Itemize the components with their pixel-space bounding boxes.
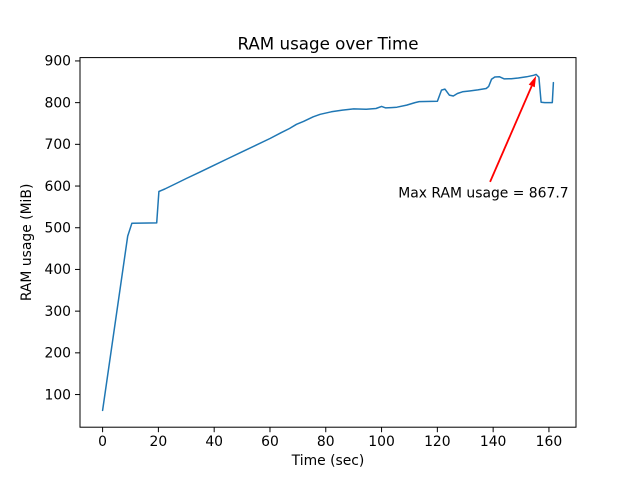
ram-usage-line-group	[101, 73, 555, 412]
y-tick-label: 700	[44, 137, 71, 153]
x-tick-label: 160	[536, 434, 563, 450]
y-ticks: 100 200 300 400 500 600 700 800 900	[44, 54, 80, 403]
y-axis-label: RAM usage (MiB)	[19, 184, 35, 302]
x-tick-label: 80	[317, 434, 335, 450]
x-tick-label: 0	[98, 434, 107, 450]
y-tick-label: 200	[44, 346, 71, 362]
x-tick-label: 140	[480, 434, 507, 450]
arrow-head	[528, 75, 537, 88]
y-tick-label: 600	[44, 179, 71, 195]
max-ram-annotation: Max RAM usage = 867.7	[398, 186, 568, 202]
x-tick-label: 20	[150, 434, 168, 450]
x-tick-label: 100	[368, 434, 395, 450]
x-axis-label: Time (sec)	[291, 453, 365, 469]
x-tick-label: 60	[261, 434, 279, 450]
y-tick-label: 500	[44, 221, 71, 237]
arrow-shaft	[489, 85, 533, 183]
x-tick-label: 40	[205, 434, 223, 450]
annotation-arrow	[489, 75, 537, 183]
chart-title: RAM usage over Time	[237, 34, 418, 54]
plot-area	[79, 57, 577, 428]
y-tick-label: 900	[44, 54, 71, 70]
y-tick-label: 100	[44, 387, 71, 403]
y-tick-label: 400	[44, 262, 71, 278]
y-tick-label: 300	[44, 304, 71, 320]
x-tick-label: 120	[424, 434, 451, 450]
y-tick-label: 800	[44, 95, 71, 111]
x-ticks: 0 20 40 60 80 100 120 140 160	[98, 427, 562, 450]
ram-usage-line	[101, 73, 555, 412]
